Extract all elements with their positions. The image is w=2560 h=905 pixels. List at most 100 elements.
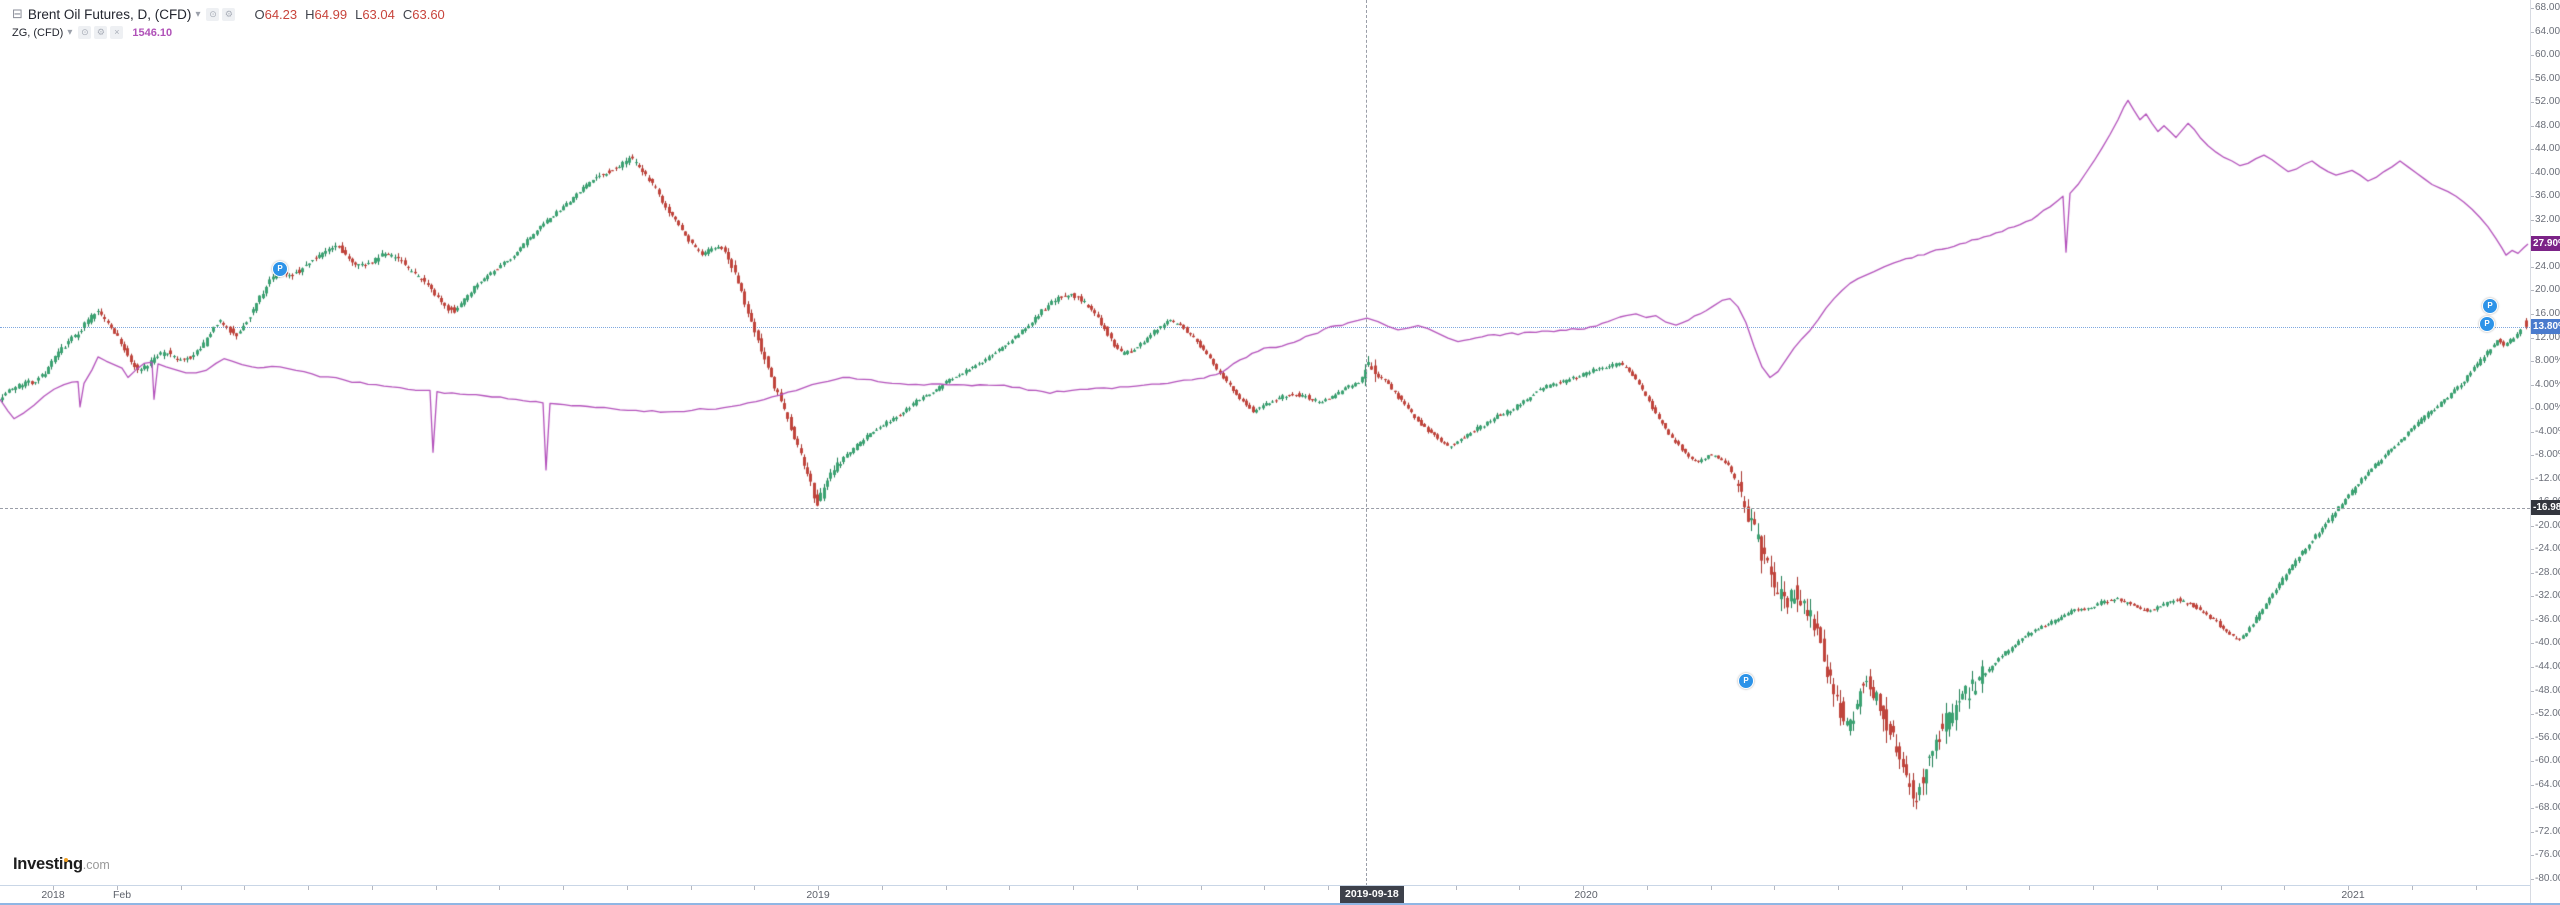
time-axis-tick (371, 886, 373, 890)
settings-icon[interactable]: ⚙ (222, 7, 236, 21)
visibility-icon[interactable]: ⊙ (78, 26, 92, 39)
time-axis-tick (1838, 886, 1839, 890)
close-icon[interactable]: × (110, 26, 124, 39)
time-axis-tick (1073, 886, 1074, 890)
time-axis-tick (1519, 886, 1521, 890)
position-marker[interactable]: P (2482, 298, 2498, 315)
price-axis-tick (2531, 714, 2534, 716)
collapse-legend-icon[interactable]: ⊟ (12, 6, 23, 21)
price-axis-label: -48.00% (2535, 684, 2560, 696)
price-axis-label: 36.00% (2535, 190, 2560, 202)
price-axis-tick (2531, 102, 2534, 104)
price-axis-label: -8.00% (2535, 449, 2560, 461)
time-axis-tick (1965, 886, 1967, 890)
time-axis-tick (1710, 886, 1712, 890)
settings-icon[interactable]: ⚙ (94, 26, 108, 39)
price-axis-tick (2531, 572, 2534, 574)
price-axis-tick (2531, 8, 2534, 9)
close-label: C (402, 6, 413, 22)
price-axis-tick (2531, 831, 2534, 833)
price-axis-tick (2531, 808, 2534, 810)
time-axis-tick (2475, 886, 2477, 890)
time-axis-tick (2411, 886, 2413, 890)
price-axis-label: 16.00% (2535, 307, 2560, 319)
time-axis-label: 2019 (806, 889, 830, 901)
price-axis-tick (2531, 667, 2534, 668)
time-axis-tick (2220, 886, 2222, 890)
price-axis-tick (2531, 149, 2534, 151)
price-axis-label: 60.00% (2535, 49, 2560, 61)
price-axis-label: 12.00% (2535, 331, 2560, 343)
zg-last-value-badge: 27.90% (2531, 235, 2560, 251)
time-axis-tick (1455, 886, 1457, 890)
time-axis-tick (563, 886, 564, 890)
bottom-border-line (0, 903, 2560, 905)
price-axis-label: 4.00% (2535, 378, 2560, 390)
low-label: L (355, 6, 363, 22)
time-axis-tick (626, 886, 628, 890)
investing-logo: Investing.com (13, 855, 110, 874)
price-axis[interactable]: 68.00% 64.00% 60.00% 56.00% 52.00% 48.00% 44.0… (2530, 0, 2560, 905)
price-axis-tick (2531, 172, 2534, 174)
price-axis-label: -20.00% (2535, 519, 2560, 531)
price-axis-tick (2531, 219, 2534, 221)
price-axis-label: -80.00% (2535, 872, 2560, 884)
chart-pane[interactable]: ⊟ Brent Oil Futures, D, (CFD) ▾ ⊙ ⚙ O 64.… (0, 0, 2530, 885)
price-axis-label: 40.00% (2535, 166, 2560, 178)
symbol-title[interactable]: Brent Oil Futures, D, (CFD) (27, 6, 192, 22)
crosshair-price-badge: -16.98 (2531, 500, 2560, 516)
price-axis-tick (2531, 313, 2534, 315)
price-axis-tick (2531, 549, 2534, 551)
price-axis-tick (2531, 478, 2534, 480)
time-axis-tick (881, 886, 883, 890)
price-axis-tick (2531, 737, 2534, 739)
time-axis-label: 2020 (1574, 889, 1598, 901)
price-axis-tick (2531, 431, 2534, 433)
price-axis-label: 48.00% (2535, 119, 2560, 131)
close-value: 63.60 (412, 6, 445, 22)
time-axis-tick (2156, 886, 2158, 890)
price-axis-tick (2531, 384, 2534, 386)
high-value: 64.99 (314, 6, 348, 22)
crosshair-horizontal-line (0, 508, 2530, 509)
price-axis-tick (2531, 31, 2534, 33)
open-label: O (254, 6, 265, 22)
comparison-symbol-title[interactable]: ZG, (CFD) (12, 26, 64, 39)
time-axis-tick (1009, 886, 1011, 890)
chevron-down-icon[interactable]: ▾ (195, 8, 201, 20)
price-axis-tick (2531, 855, 2534, 857)
time-axis-tick (1200, 886, 1202, 890)
chevron-down-icon[interactable]: ▾ (67, 27, 73, 38)
time-axis-tick (499, 886, 501, 890)
price-chart-canvas[interactable] (0, 0, 2530, 885)
price-axis-label: -44.00% (2535, 661, 2560, 672)
price-axis-tick (2531, 266, 2534, 268)
price-axis-tick (2531, 361, 2534, 363)
time-axis-tick (690, 886, 692, 890)
time-axis-tick (180, 886, 182, 890)
time-axis[interactable]: 2018 Feb 2019 2020 2021 2019-09-18 (0, 885, 2530, 904)
price-axis-tick (2531, 596, 2534, 598)
price-axis-label: 44.00% (2535, 143, 2560, 155)
crosshair-date-badge: 2019-09-18 (1340, 886, 1404, 903)
price-axis-label: -56.00% (2535, 731, 2560, 743)
position-marker[interactable]: P (272, 261, 288, 278)
price-axis-label: 8.00% (2535, 355, 2560, 367)
position-marker[interactable]: P (1738, 672, 1754, 689)
position-marker[interactable]: P (2479, 315, 2495, 332)
time-axis-tick (818, 886, 819, 890)
price-axis-label: 68.00% (2535, 2, 2560, 13)
time-axis-tick (2093, 886, 2094, 890)
brand-text: Investing (13, 855, 83, 873)
price-axis-label: 56.00% (2535, 72, 2560, 84)
price-axis-tick (2531, 125, 2534, 127)
time-axis-tick (1264, 886, 1266, 890)
time-axis-tick (1901, 886, 1903, 890)
price-axis-label: 64.00% (2535, 25, 2560, 37)
visibility-icon[interactable]: ⊙ (206, 7, 220, 21)
symbol-legend: ⊟ Brent Oil Futures, D, (CFD) ▾ ⊙ ⚙ O 64.… (12, 4, 445, 40)
price-axis-label: -28.00% (2535, 566, 2560, 578)
price-axis-label: -12.00% (2535, 472, 2560, 484)
price-axis-label: -72.00% (2535, 825, 2560, 837)
